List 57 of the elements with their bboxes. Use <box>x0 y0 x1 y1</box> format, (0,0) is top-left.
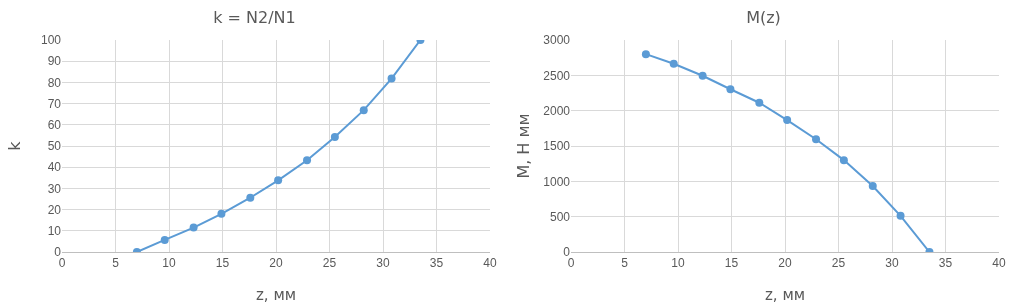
x-tick-label: 15 <box>724 256 739 271</box>
x-tick-label: 40 <box>992 256 1006 271</box>
y-axis-title: k <box>5 140 24 151</box>
y-tick-label: 1000 <box>543 174 571 189</box>
x-tick-label: 40 <box>483 256 497 271</box>
point <box>726 85 735 94</box>
point <box>246 193 255 202</box>
y-tick-label: 50 <box>47 139 62 154</box>
x-tick-label: 35 <box>429 256 444 271</box>
y-tick-label: 30 <box>47 181 62 196</box>
point <box>839 156 848 165</box>
point <box>160 235 169 244</box>
x-tick-label: 10 <box>162 256 176 271</box>
x-tick-label: 5 <box>621 256 629 271</box>
point <box>274 176 283 185</box>
point <box>783 116 792 125</box>
y-tick-label: 90 <box>47 54 62 69</box>
y-tick-label: 500 <box>549 209 571 224</box>
x-tick-label: 5 <box>112 256 120 271</box>
x-tick-label: 35 <box>938 256 953 271</box>
x-tick-label: 25 <box>322 256 337 271</box>
point <box>217 209 226 218</box>
y-tick-label: 40 <box>47 160 62 175</box>
x-tick-label: 20 <box>778 256 792 271</box>
point <box>303 156 312 165</box>
y-tick-label: 80 <box>47 75 62 90</box>
x-tick-label: 10 <box>671 256 685 271</box>
point <box>868 182 877 191</box>
x-tick-label: 30 <box>885 256 899 271</box>
y-tick-label: 2500 <box>543 68 571 83</box>
y-tick-label: 3000 <box>543 33 571 48</box>
chart-title: M(z) <box>746 8 781 28</box>
point <box>812 135 821 144</box>
x-axis-title: z, мм <box>255 286 297 304</box>
point <box>669 59 678 68</box>
x-tick-label: 25 <box>831 256 846 271</box>
point <box>698 71 707 80</box>
y-tick-label: 10 <box>47 224 62 238</box>
point <box>641 50 650 59</box>
y-tick-label: 1500 <box>543 139 571 154</box>
y-tick-label: 100 <box>40 33 62 48</box>
point <box>330 133 339 142</box>
point <box>755 98 764 107</box>
point <box>189 223 198 232</box>
chart-title: k = N2/N1 <box>213 8 296 28</box>
y-tick-label: 20 <box>47 202 62 217</box>
y-axis-title: M, Н мм <box>514 113 533 179</box>
point <box>896 211 905 220</box>
y-tick-label: 70 <box>47 96 62 111</box>
x-tick-label: 20 <box>269 256 283 271</box>
y-tick-label: 2000 <box>543 103 571 118</box>
x-tick-label: 15 <box>215 256 230 271</box>
x-tick-label: 30 <box>376 256 390 271</box>
point <box>359 106 368 115</box>
point <box>387 74 396 83</box>
y-tick-label: 60 <box>47 118 62 132</box>
x-axis-title: z, мм <box>764 286 806 304</box>
